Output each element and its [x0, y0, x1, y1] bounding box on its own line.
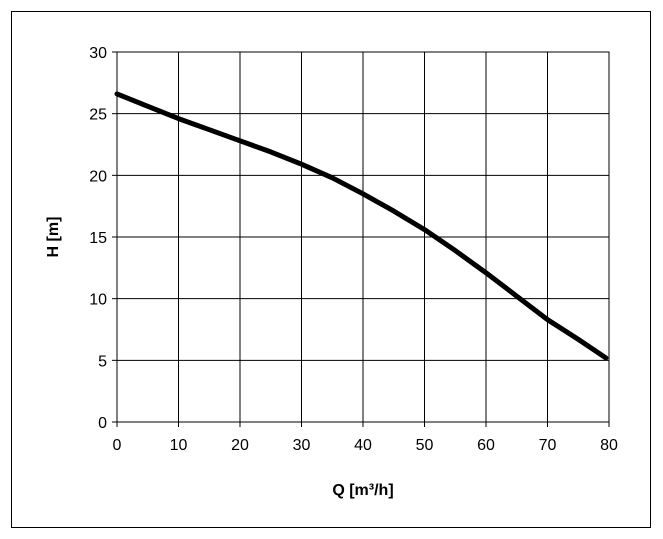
y-tick-label: 0 [98, 415, 107, 432]
x-axis-title: Q [m³/h] [332, 482, 393, 499]
grid [112, 51, 610, 427]
y-tick-labels: 0 5 10 15 20 25 30 [89, 45, 107, 432]
y-tick-label: 25 [89, 107, 107, 124]
x-tick-label: 30 [293, 437, 311, 454]
x-tick-label: 20 [231, 437, 249, 454]
x-tick-label: 50 [416, 437, 434, 454]
y-tick-label: 10 [89, 292, 107, 309]
y-tick-label: 20 [89, 168, 107, 185]
chart-frame [11, 11, 651, 528]
x-tick-label: 10 [170, 437, 188, 454]
x-tick-label: 60 [477, 437, 495, 454]
series-group [114, 91, 609, 361]
y-tick-label: 30 [89, 45, 107, 62]
x-tick-label: 0 [113, 437, 122, 454]
y-tick-label: 5 [98, 353, 107, 370]
x-tick-labels: 0 10 20 30 40 50 60 70 80 [113, 437, 618, 454]
x-tick-label: 70 [539, 437, 557, 454]
y-axis-title: H [m] [45, 217, 62, 258]
x-tick-label: 80 [600, 437, 618, 454]
y-tick-label: 15 [89, 230, 107, 247]
x-tick-label: 40 [354, 437, 372, 454]
series-line [114, 91, 609, 361]
plot-area-border [116, 51, 610, 423]
